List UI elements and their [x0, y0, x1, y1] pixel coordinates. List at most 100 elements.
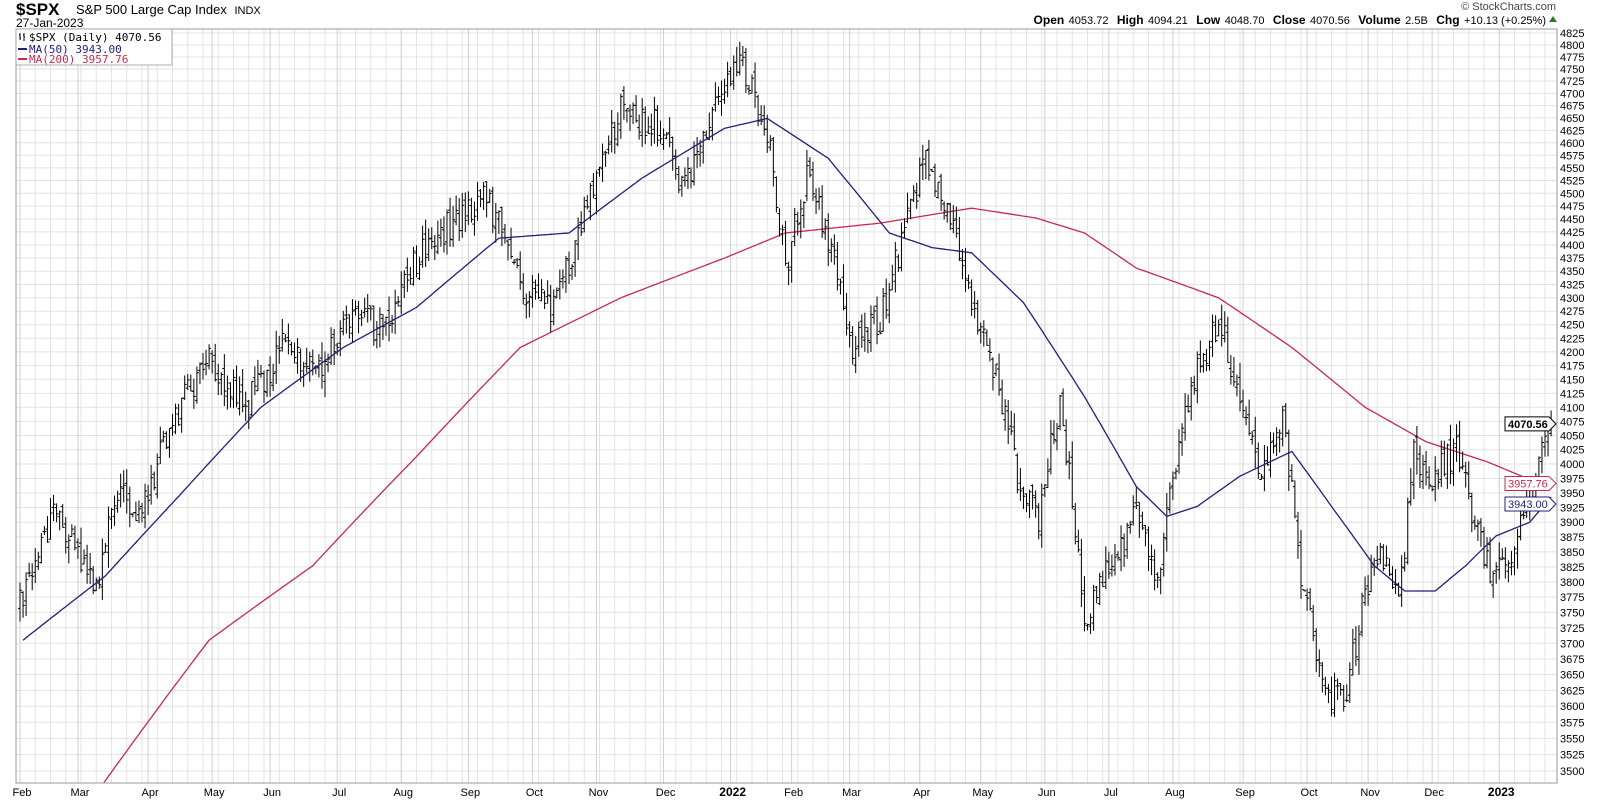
price-bar: [1311, 604, 1316, 642]
price-bar: [82, 549, 87, 565]
y-tick-label: 4400: [1560, 240, 1584, 252]
y-tick-label: 3650: [1560, 670, 1584, 682]
x-tick-label: Feb: [784, 787, 803, 799]
price-bar: [521, 273, 526, 305]
price-bar: [295, 338, 300, 374]
price-bar: [585, 195, 590, 210]
price-bar: [926, 139, 931, 181]
price-bar: [451, 205, 456, 247]
copyright: © StockCharts.com: [1461, 1, 1556, 13]
price-bar: [79, 527, 83, 573]
price-bar: [509, 227, 514, 259]
price-bar: [994, 363, 998, 377]
y-tick-label: 4550: [1560, 163, 1584, 175]
price-bar: [512, 259, 517, 265]
price-bar: [155, 453, 160, 499]
price-bar: [487, 188, 492, 203]
price-bar: [649, 113, 654, 147]
price-bar: [280, 319, 285, 352]
y-tick-label: 3850: [1560, 547, 1584, 559]
change-value: +10.13 (+0.25%): [1464, 15, 1546, 27]
price-bar: [1454, 424, 1459, 462]
price-bar: [274, 330, 279, 385]
price-bar: [1302, 589, 1307, 592]
price-bar: [262, 370, 266, 403]
price-bar: [1332, 672, 1337, 718]
price-bar: [194, 366, 199, 404]
y-tick-label: 3525: [1560, 750, 1584, 762]
price-bar: [1207, 340, 1212, 371]
price-bar: [1033, 490, 1038, 518]
price-bar: [582, 196, 587, 233]
price-bar: [97, 576, 102, 589]
price-bar: [231, 369, 236, 409]
price-bar: [1405, 497, 1410, 565]
price-bar: [792, 208, 797, 247]
price-bar: [1497, 542, 1502, 580]
y-tick-label: 3825: [1560, 562, 1584, 574]
price-bar: [841, 264, 846, 311]
price-bar: [1146, 526, 1151, 571]
price-bar: [121, 470, 126, 503]
x-tick-label: Mar: [70, 787, 89, 799]
price-bar: [243, 391, 248, 422]
price-bar: [868, 305, 873, 352]
y-tick-label: 3700: [1560, 638, 1584, 650]
price-bar: [628, 104, 632, 131]
price-bar: [1103, 546, 1108, 590]
price-bar: [124, 469, 129, 514]
price-bar: [1006, 400, 1011, 445]
x-tick-label: Jun: [1038, 787, 1056, 799]
price-bar: [567, 251, 571, 284]
price-bar: [1140, 511, 1145, 530]
price-bar: [850, 325, 855, 365]
price-bar: [1475, 519, 1480, 541]
price-bar: [536, 273, 541, 299]
open-value: 4053.72: [1069, 15, 1109, 27]
price-bar: [1051, 420, 1056, 445]
price-bar: [1094, 586, 1099, 604]
y-tick-label: 4100: [1560, 402, 1584, 414]
symbol-title: $SPX: [16, 0, 60, 19]
price-bar: [197, 362, 202, 385]
price-bar: [832, 234, 837, 265]
price-bar: [173, 403, 178, 435]
price-bar: [161, 430, 166, 443]
price-bar: [399, 271, 404, 315]
price-bar: [1274, 427, 1279, 456]
price-bar: [768, 135, 773, 151]
high-value: 4094.21: [1148, 15, 1188, 27]
price-bar: [57, 510, 62, 531]
price-bar: [661, 128, 666, 150]
x-tick-label: Jul: [332, 787, 346, 799]
price-bar: [191, 378, 196, 409]
price-bar: [1375, 545, 1380, 569]
price-bar: [1256, 442, 1261, 479]
price-bar: [695, 136, 700, 169]
price-bar: [1128, 520, 1133, 534]
price-bar: [685, 156, 690, 190]
price-bar: [1064, 419, 1069, 466]
price-bar: [438, 218, 443, 247]
price-bar: [319, 342, 324, 389]
price-bar: [1259, 473, 1264, 481]
price-bar: [783, 220, 788, 266]
exchange: INDX: [234, 5, 261, 17]
volume-label: Volume: [1358, 13, 1401, 27]
price-bar: [750, 74, 754, 94]
price-bar: [743, 47, 748, 94]
price-bar: [1292, 480, 1297, 519]
price-bar: [170, 413, 175, 436]
price-bar: [1539, 436, 1544, 474]
price-bar: [24, 572, 29, 617]
price-bar: [936, 181, 941, 199]
price-bar: [237, 376, 242, 416]
grid-lines: [16, 29, 1557, 783]
price-bar: [1015, 453, 1020, 494]
close-tag-text: 4070.56: [1508, 419, 1548, 431]
price-bar: [771, 137, 776, 187]
price-bar: [341, 310, 346, 336]
price-bar: [643, 106, 648, 145]
price-bar: [335, 342, 340, 355]
price-bar: [1213, 315, 1218, 343]
